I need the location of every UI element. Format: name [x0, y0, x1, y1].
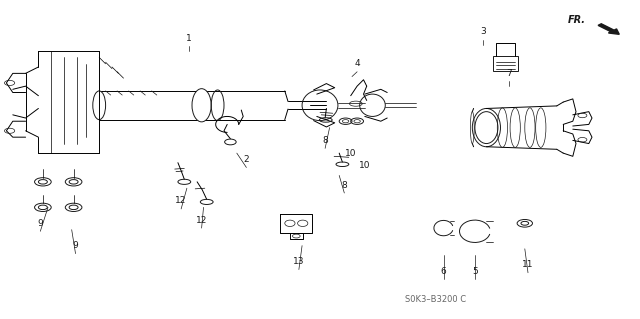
- Text: 1: 1: [186, 34, 191, 43]
- Text: 6: 6: [441, 267, 446, 276]
- Text: 5: 5: [472, 267, 477, 276]
- FancyArrow shape: [598, 24, 620, 34]
- Ellipse shape: [93, 91, 106, 120]
- Text: 8: 8: [323, 136, 328, 145]
- Ellipse shape: [65, 203, 82, 211]
- Text: 9: 9: [73, 241, 78, 250]
- Text: 7: 7: [506, 69, 511, 78]
- Ellipse shape: [517, 219, 532, 227]
- Text: 2: 2: [244, 155, 249, 164]
- Ellipse shape: [35, 178, 51, 186]
- Text: 9: 9: [38, 219, 43, 228]
- Text: 12: 12: [196, 216, 207, 225]
- Ellipse shape: [35, 203, 51, 211]
- Text: 8: 8: [342, 181, 347, 189]
- Ellipse shape: [65, 178, 82, 186]
- Text: 3: 3: [481, 27, 486, 36]
- Text: FR.: FR.: [568, 15, 586, 25]
- Text: S0K3–B3200 C: S0K3–B3200 C: [404, 295, 466, 304]
- Ellipse shape: [192, 89, 211, 122]
- Text: 11: 11: [522, 260, 534, 269]
- Text: 10: 10: [359, 161, 371, 170]
- Ellipse shape: [472, 108, 500, 147]
- Text: 13: 13: [293, 257, 305, 266]
- Text: 4: 4: [355, 59, 360, 68]
- Bar: [493, 56, 518, 71]
- Text: 10: 10: [345, 149, 356, 158]
- Text: 12: 12: [175, 197, 187, 205]
